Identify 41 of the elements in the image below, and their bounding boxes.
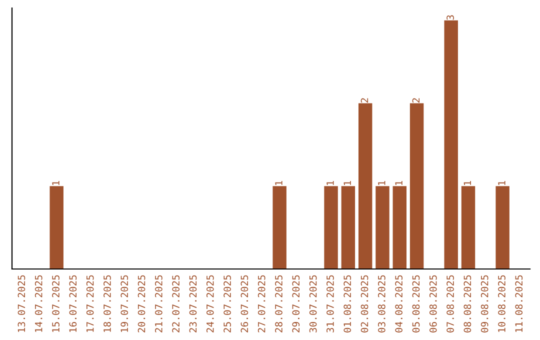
- data-label: 1: [378, 180, 386, 185]
- x-tick-label: 10.08.2025: [498, 275, 506, 332]
- x-tick-label: 31.07.2025: [326, 275, 334, 332]
- data-label: 1: [498, 180, 506, 185]
- x-tick-label: 27.07.2025: [258, 275, 266, 332]
- x-tick-label: 18.07.2025: [104, 275, 111, 332]
- data-label: 1: [275, 180, 282, 185]
- x-tick-label: 05.08.2025: [412, 275, 420, 332]
- x-tick-label: 01.08.2025: [344, 275, 352, 332]
- x-tick-label: 14.07.2025: [34, 275, 42, 332]
- x-tick-label: 19.07.2025: [120, 275, 128, 332]
- x-tick-label: 21.07.2025: [155, 275, 162, 332]
- x-tick-label: 25.07.2025: [224, 275, 231, 332]
- data-label: 1: [326, 180, 334, 185]
- x-tick-label: 03.08.2025: [378, 275, 386, 332]
- x-tick-label: 13.07.2025: [18, 275, 26, 332]
- x-tick-label: 26.07.2025: [240, 275, 248, 332]
- x-tick-label: 24.07.2025: [206, 275, 214, 332]
- data-label: 3: [446, 15, 454, 20]
- x-tick-label: 23.07.2025: [189, 275, 197, 332]
- x-tick-label: 30.07.2025: [309, 275, 317, 332]
- x-tick-label: 16.07.2025: [69, 275, 77, 332]
- x-tick-label: 20.07.2025: [138, 275, 146, 332]
- x-tick-label: 08.08.2025: [464, 275, 472, 332]
- x-tick-label: 11.08.2025: [515, 275, 523, 332]
- data-label: 2: [412, 98, 420, 103]
- data-label: 1: [395, 180, 402, 185]
- x-tick-label: 22.07.2025: [172, 275, 180, 332]
- x-tick-label: 29.07.2025: [292, 275, 300, 332]
- x-tick-label: 09.08.2025: [480, 275, 488, 332]
- data-label: 1: [344, 180, 351, 185]
- data-label: 1: [52, 180, 60, 185]
- data-label: 2: [360, 98, 368, 103]
- x-tick-label: 28.07.2025: [275, 275, 282, 332]
- data-label: 1: [464, 180, 471, 185]
- x-tick-label: 17.07.2025: [86, 275, 94, 332]
- x-tick-label: 04.08.2025: [395, 275, 402, 332]
- x-tick-label: 15.07.2025: [52, 275, 60, 332]
- x-tick-label: 07.08.2025: [446, 275, 454, 332]
- x-tick-label: 02.08.2025: [360, 275, 368, 332]
- x-tick-label: 06.08.2025: [429, 275, 437, 332]
